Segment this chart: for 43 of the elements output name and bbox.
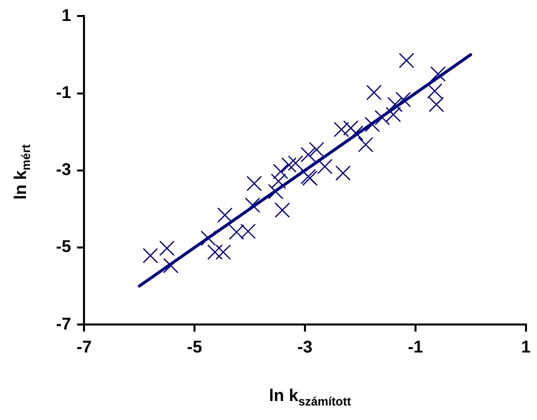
point [430, 66, 446, 82]
point [200, 230, 216, 246]
y-tick-label: -5 [56, 237, 72, 256]
point [217, 207, 233, 223]
point [364, 116, 380, 132]
point [142, 248, 158, 264]
point [374, 110, 390, 126]
point [272, 164, 288, 180]
x-axis-title: ln k$_{számított}$ [269, 386, 351, 408]
point [334, 122, 350, 138]
point [300, 146, 316, 162]
point [317, 158, 333, 174]
x-tick-label: -1 [408, 337, 423, 356]
y-tick-label: 1 [62, 6, 72, 25]
point [244, 197, 260, 213]
x-tick-label: -7 [76, 337, 92, 356]
point [281, 157, 297, 173]
x-tick-label: -5 [186, 337, 202, 356]
point [240, 224, 256, 239]
point [159, 240, 175, 256]
point [366, 84, 382, 100]
point [386, 106, 401, 122]
point [268, 184, 284, 200]
point [207, 244, 223, 260]
x-tick-label: -3 [297, 337, 313, 356]
y-tick-label: -1 [56, 82, 72, 102]
point [216, 244, 231, 260]
x-tick-label: 1 [521, 337, 531, 356]
point [308, 142, 324, 158]
point [358, 136, 374, 152]
point [396, 92, 411, 108]
point [246, 176, 262, 192]
point [228, 224, 244, 240]
point [288, 155, 304, 171]
point [343, 120, 358, 136]
point [387, 96, 403, 112]
point [270, 174, 286, 189]
point [398, 52, 414, 68]
point [163, 258, 178, 274]
y-tick-label: -3 [56, 160, 72, 180]
y-tick-label: -7 [56, 314, 72, 334]
point [335, 165, 351, 181]
point [274, 202, 290, 218]
